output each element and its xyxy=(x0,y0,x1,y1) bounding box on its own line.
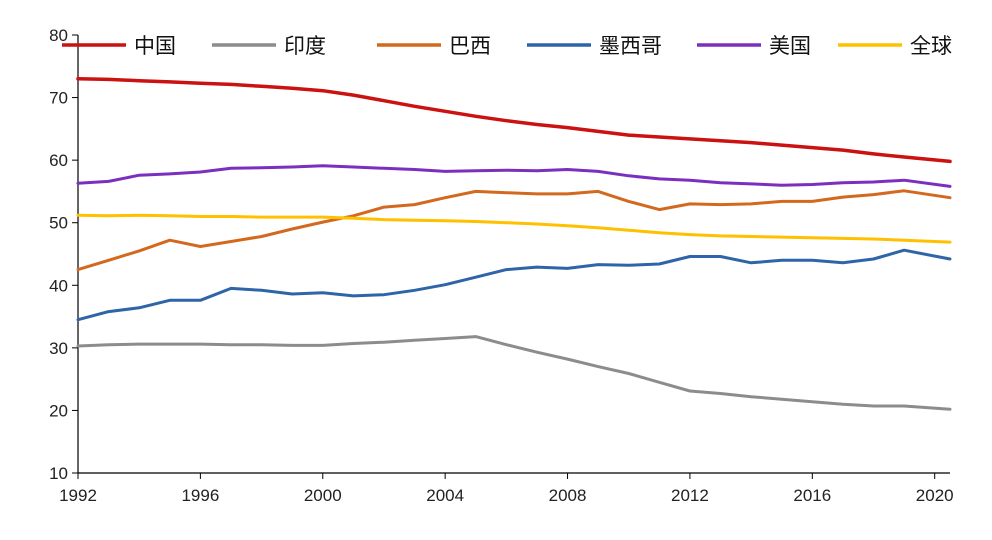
legend-label: 印度 xyxy=(284,34,326,58)
x-tick-label: 2016 xyxy=(793,486,831,505)
x-tick-label: 1996 xyxy=(181,486,219,505)
legend-label: 墨西哥 xyxy=(599,34,662,58)
y-tick-label: 10 xyxy=(49,464,68,483)
series-line-3 xyxy=(76,248,952,322)
y-ticks: 10 20 30 40 50 60 70 80 xyxy=(49,26,78,483)
y-tick-label: 40 xyxy=(49,276,68,295)
x-tick-label: 2020 xyxy=(916,486,954,505)
x-tick-label: 1992 xyxy=(59,486,97,505)
series-lines xyxy=(76,77,952,411)
axes: 10 20 30 40 50 60 70 80 1992 1996 2000 2004 2008 201… xyxy=(49,26,954,505)
series-line-4 xyxy=(76,164,952,188)
legend-label: 巴西 xyxy=(449,34,491,58)
y-tick-label: 80 xyxy=(49,26,68,45)
x-ticks: 1992 1996 2000 2004 2008 2012 2016 2020 xyxy=(59,473,954,505)
legend-label: 全球 xyxy=(910,34,952,58)
x-tick-label: 2008 xyxy=(549,486,587,505)
series-line-0 xyxy=(76,77,952,164)
y-tick-label: 50 xyxy=(49,214,68,233)
y-tick-label: 30 xyxy=(49,339,68,358)
legend-label: 中国 xyxy=(134,34,176,58)
y-tick-label: 60 xyxy=(49,151,68,170)
x-tick-label: 2004 xyxy=(426,486,464,505)
y-tick-label: 70 xyxy=(49,89,68,108)
series-line-1 xyxy=(76,335,952,411)
legend: 中国 印度 巴西 墨西哥 美国 全球 xyxy=(62,34,952,58)
x-tick-label: 2000 xyxy=(304,486,342,505)
series-line-2 xyxy=(76,189,952,272)
legend-label: 美国 xyxy=(769,34,811,58)
y-tick-label: 20 xyxy=(49,401,68,420)
x-tick-label: 2012 xyxy=(671,486,709,505)
series-line-5 xyxy=(76,213,952,244)
